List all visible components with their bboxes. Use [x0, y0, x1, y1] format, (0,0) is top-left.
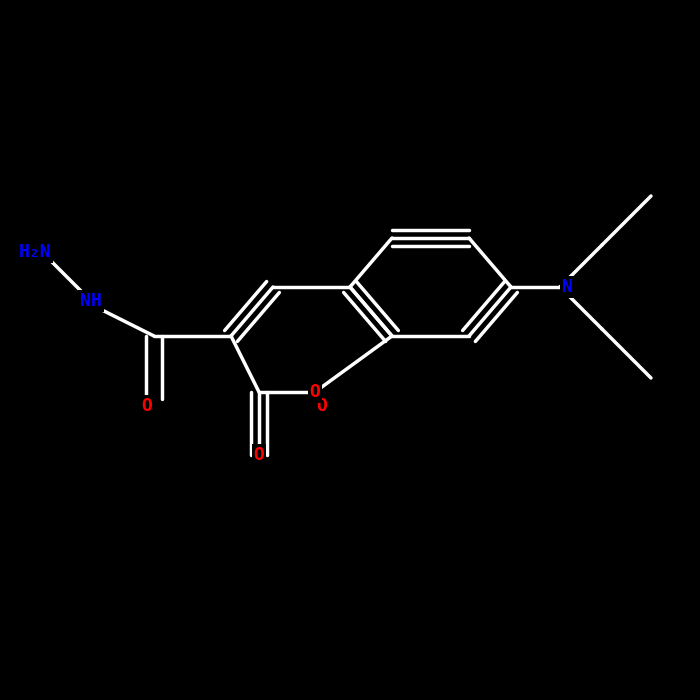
Text: O: O	[309, 383, 321, 401]
Text: O: O	[141, 397, 153, 415]
Text: O: O	[253, 446, 265, 464]
Text: NH: NH	[80, 292, 102, 310]
Text: H₂N: H₂N	[19, 243, 51, 261]
Text: N: N	[561, 278, 573, 296]
Text: O: O	[316, 397, 328, 415]
